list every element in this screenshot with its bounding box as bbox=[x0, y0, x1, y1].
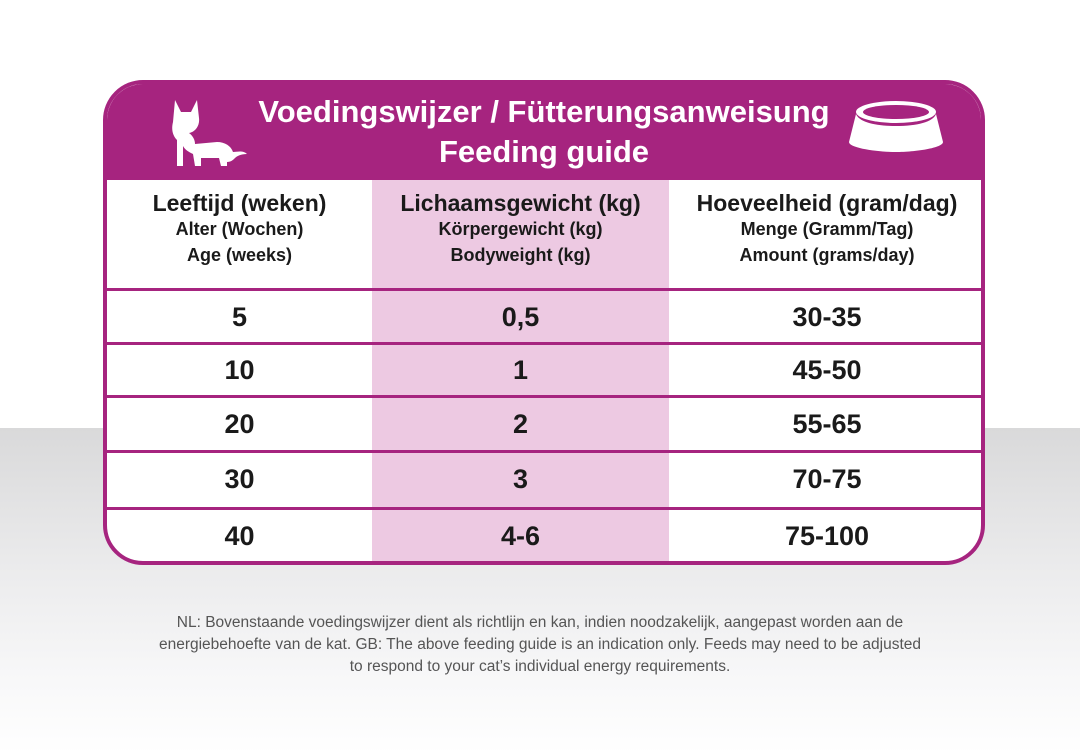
cell-age: 20 bbox=[224, 409, 255, 439]
cell-age: 5 bbox=[231, 302, 248, 332]
cell-amount: 45-50 bbox=[792, 355, 862, 385]
title-multilingual: Voedingswijzer / Fütterungsanweisung bbox=[258, 94, 830, 129]
header-age-en: Age (weeks) bbox=[186, 245, 293, 265]
feeding-guide-card: Voedingswijzer / Fütterungsanweisung Fee… bbox=[103, 80, 985, 565]
kitten-silhouette-icon bbox=[172, 100, 247, 166]
header-weight-en: Bodyweight (kg) bbox=[450, 245, 591, 265]
header-age: Leeftijd (weken) Alter (Wochen) Age (wee… bbox=[107, 180, 372, 288]
title-banner: Voedingswijzer / Fütterungsanweisung Fee… bbox=[107, 84, 981, 180]
row-divider bbox=[107, 288, 981, 291]
header-weight-nl: Lichaamsgewicht (kg) bbox=[400, 190, 641, 216]
header-weight: Lichaamsgewicht (kg) Körpergewicht (kg) … bbox=[372, 180, 669, 288]
footnote: NL: Bovenstaande voedingswijzer dient al… bbox=[130, 612, 950, 678]
cell-weight: 3 bbox=[512, 464, 529, 494]
food-bowl-icon bbox=[849, 101, 943, 152]
cell-age: 30 bbox=[224, 464, 255, 494]
header-age-de: Alter (Wochen) bbox=[175, 219, 304, 239]
banner-title: Voedingswijzer / Fütterungsanweisung Fee… bbox=[107, 92, 981, 172]
row-divider bbox=[107, 507, 981, 510]
header-amount-de: Menge (Gramm/Tag) bbox=[740, 219, 914, 239]
header-age-nl: Leeftijd (weken) bbox=[152, 190, 327, 216]
header-amount-nl: Hoeveelheid (gram/dag) bbox=[696, 190, 958, 216]
row-divider bbox=[107, 450, 981, 453]
cell-age: 10 bbox=[224, 355, 255, 385]
row-divider bbox=[107, 395, 981, 398]
weight-column-highlight bbox=[372, 180, 669, 561]
footnote-line: to respond to your cat’s individual ener… bbox=[349, 658, 731, 675]
footnote-line: NL: Bovenstaande voedingswijzer dient al… bbox=[176, 614, 904, 631]
cell-amount: 30-35 bbox=[792, 302, 862, 332]
cell-amount: 75-100 bbox=[784, 521, 870, 551]
cell-weight: 0,5 bbox=[501, 302, 540, 332]
header-weight-de: Körpergewicht (kg) bbox=[438, 219, 603, 239]
title-english: Feeding guide bbox=[438, 134, 650, 169]
cell-amount: 55-65 bbox=[792, 409, 862, 439]
cell-weight: 4-6 bbox=[500, 521, 541, 551]
cell-amount: 70-75 bbox=[792, 464, 862, 494]
cell-weight: 2 bbox=[512, 409, 529, 439]
row-divider bbox=[107, 342, 981, 345]
cell-weight: 1 bbox=[512, 355, 529, 385]
cell-age: 40 bbox=[224, 521, 255, 551]
footnote-line: energiebehoefte van de kat. GB: The abov… bbox=[158, 636, 922, 653]
header-amount-en: Amount (grams/day) bbox=[739, 245, 915, 265]
header-amount: Hoeveelheid (gram/dag) Menge (Gramm/Tag)… bbox=[669, 180, 981, 288]
